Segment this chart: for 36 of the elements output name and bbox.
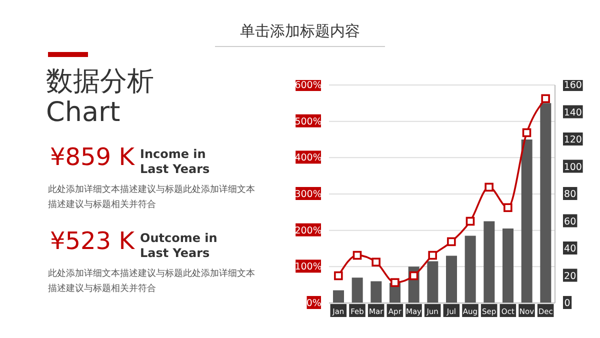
y-tick-label: 200% [294, 225, 322, 236]
y2-tick-label: 160 [564, 80, 582, 91]
y2-tick-label: 140 [564, 107, 582, 118]
text: 此处添加详细文本描述建议与标题此处添加详细文本描述建议与标题相关并符合 [48, 268, 256, 296]
text: 此处添加详细文本描述建议与标题此处添加详细文本描述建议与标题相关并符合 [48, 184, 256, 212]
y-tick-label: 100% [294, 262, 322, 273]
text: Outcome in Last Years [140, 231, 218, 261]
y2-tick-label: 0 [564, 298, 570, 309]
point [390, 278, 400, 287]
text: Income in Last Years [140, 147, 211, 177]
point [334, 271, 343, 280]
text: 数据分析 Chart [46, 66, 155, 128]
chart-title: 单击添加标题内容 [239, 22, 361, 41]
point [372, 258, 380, 267]
point [466, 216, 475, 226]
y-tick-label: 300% [294, 189, 322, 200]
point [484, 182, 494, 192]
y2-tick-label: 40 [564, 244, 576, 254]
text: ¥859 K [50, 143, 134, 171]
text: ¥523 K [50, 227, 134, 255]
y-tick-label: 600% [294, 80, 322, 91]
point [352, 250, 362, 260]
y-tick-label: 0% [306, 298, 322, 309]
point [522, 128, 532, 138]
point [428, 250, 437, 260]
y-tick-label: 500% [294, 116, 322, 128]
point [447, 237, 456, 246]
y-tick-label: 400% [294, 152, 322, 164]
y2-tick-label: 100 [564, 162, 582, 173]
y2-tick-label: 60 [564, 216, 576, 228]
point [504, 203, 512, 212]
y2-tick-label: 80 [564, 189, 576, 200]
y2-tick-label: 20 [564, 270, 576, 282]
point [409, 271, 418, 280]
point [541, 94, 550, 104]
y2-tick-label: 120 [564, 134, 582, 146]
